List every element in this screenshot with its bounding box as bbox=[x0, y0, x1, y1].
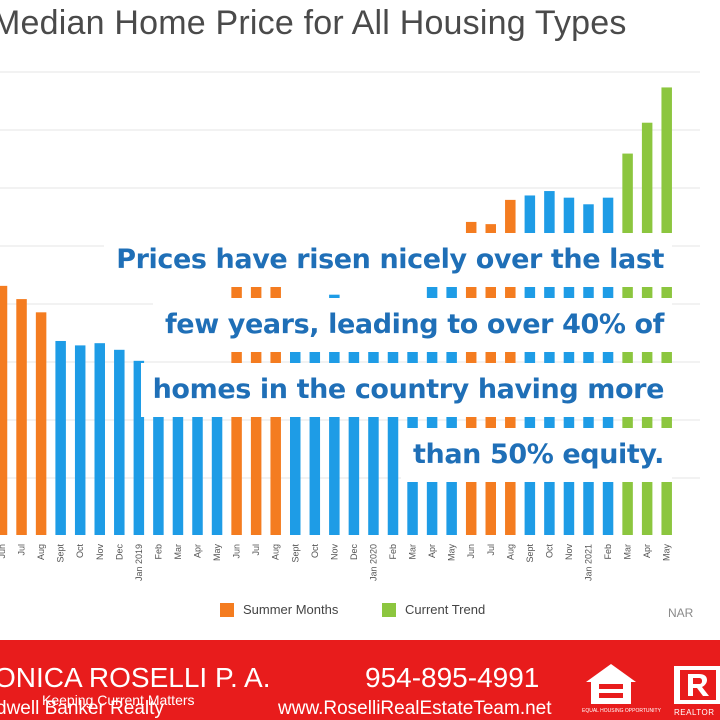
phone-number[interactable]: 954-895-4991 bbox=[365, 662, 540, 693]
x-tick-label: Sept bbox=[290, 544, 300, 563]
x-tick-label: Feb bbox=[153, 544, 163, 560]
legend-item-current: Current Trend bbox=[382, 602, 485, 617]
x-tick-label: Jul bbox=[17, 544, 27, 556]
bar-nov bbox=[94, 343, 105, 535]
x-tick-label: Mar bbox=[408, 544, 418, 560]
x-tick-label: Mar bbox=[173, 544, 183, 560]
x-tick-label: Apr bbox=[642, 544, 652, 558]
x-tick-label: May bbox=[447, 544, 457, 562]
x-tick-label: Nov bbox=[329, 544, 339, 561]
x-tick-label: May bbox=[662, 544, 672, 562]
agent-name: ONICA ROSELLI P. A. bbox=[0, 662, 271, 693]
callout-line: Prices have risen nicely over the last bbox=[104, 233, 672, 287]
source-label: NAR bbox=[668, 606, 694, 620]
x-tick-label: Aug bbox=[36, 544, 46, 560]
legend-swatch bbox=[382, 602, 396, 617]
legend-item-summer: Summer Months bbox=[220, 602, 338, 617]
x-tick-label: Feb bbox=[388, 544, 398, 560]
website-link[interactable]: www.RoselliRealEstateTeam.net bbox=[278, 698, 552, 719]
bar-aug bbox=[35, 312, 47, 535]
realtor-logo-icon bbox=[674, 666, 720, 704]
bar-oct bbox=[309, 301, 321, 535]
bar-dec bbox=[114, 349, 125, 535]
callout-line: few years, leading to over 40% of bbox=[152, 298, 672, 352]
x-tick-label: Jun bbox=[0, 544, 7, 559]
equal-housing-text: EQUAL HOUSING OPPORTUNITY bbox=[582, 708, 661, 714]
x-tick-label: Nov bbox=[564, 544, 574, 561]
x-tick-label: Sept bbox=[56, 544, 66, 563]
bar-jun bbox=[0, 285, 8, 535]
legend-label: Current Trend bbox=[405, 602, 486, 617]
x-tick-label: Dec bbox=[349, 544, 359, 561]
bar-oct bbox=[74, 345, 86, 535]
x-tick-label: Jun bbox=[232, 544, 242, 559]
x-tick-label: Aug bbox=[505, 544, 515, 560]
x-tick-label: Jul bbox=[251, 544, 261, 556]
x-tick-labels: Jun Jul Aug Sept Oct Nov Dec Jan 2019 Feb Mar Apr M… bbox=[0, 544, 672, 582]
x-tick-label: Jul bbox=[486, 544, 496, 556]
bar-dec bbox=[348, 305, 360, 535]
callout-line: than 50% equity. bbox=[401, 428, 672, 482]
x-tick-label: May bbox=[212, 544, 222, 562]
x-tick-label: Jun bbox=[466, 544, 476, 559]
x-tick-label: Jan 2021 bbox=[584, 544, 594, 581]
callout-line: homes in the country having more bbox=[140, 363, 672, 417]
x-tick-label: Apr bbox=[427, 544, 437, 558]
x-tick-label: Dec bbox=[114, 544, 124, 561]
bar-mar bbox=[172, 387, 184, 535]
agency-name: dwell Banker Realty bbox=[0, 698, 164, 719]
x-tick-label: Sept bbox=[525, 544, 535, 563]
bar-jan-2019 bbox=[133, 360, 145, 535]
equal-housing-icon bbox=[586, 664, 636, 704]
x-tick-label: Jan 2019 bbox=[134, 544, 144, 581]
legend-label: Summer Months bbox=[243, 602, 339, 617]
x-tick-label: Mar bbox=[623, 544, 633, 560]
legend-swatch bbox=[220, 602, 234, 617]
realtor-text: REALTOR bbox=[674, 708, 715, 717]
bar-sept bbox=[55, 340, 66, 535]
x-tick-label: Oct bbox=[75, 544, 85, 559]
chart-title: Median Home Price for All Housing Types bbox=[0, 4, 627, 42]
x-tick-label: Feb bbox=[603, 544, 613, 560]
x-tick-label: Jan 2020 bbox=[368, 544, 378, 581]
x-tick-label: Nov bbox=[95, 544, 105, 561]
x-tick-label: Oct bbox=[544, 544, 554, 559]
x-tick-label: Aug bbox=[271, 544, 281, 560]
bar-mar bbox=[407, 314, 418, 535]
footer-banner: ONICA ROSELLI P. A. dwell Banker Realty … bbox=[0, 640, 720, 720]
bar-jan-2020 bbox=[368, 303, 379, 535]
bar-apr bbox=[192, 393, 203, 535]
legend: Summer Months Current Trend bbox=[0, 602, 720, 626]
tagline: Keeping Current Matters bbox=[42, 692, 195, 708]
bar-may bbox=[211, 391, 223, 535]
bar-feb bbox=[153, 376, 164, 535]
x-tick-label: Apr bbox=[193, 544, 203, 558]
x-tick-label: Oct bbox=[310, 544, 320, 559]
bar-feb bbox=[387, 321, 399, 535]
bar-jul bbox=[16, 299, 27, 535]
bar-sept bbox=[290, 299, 301, 535]
